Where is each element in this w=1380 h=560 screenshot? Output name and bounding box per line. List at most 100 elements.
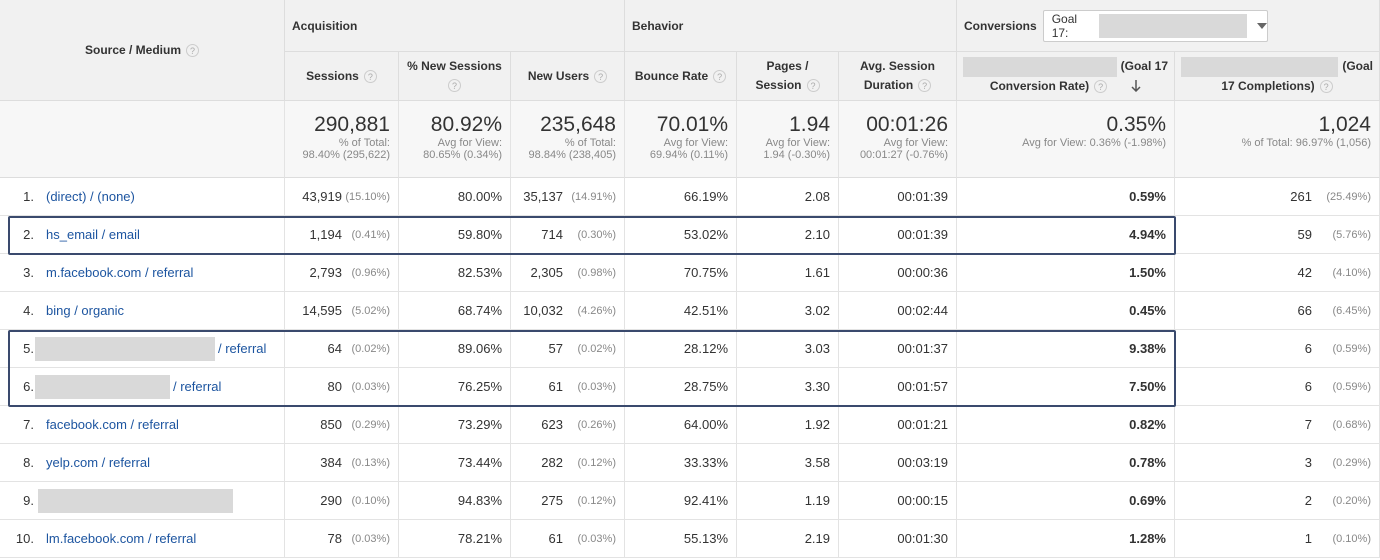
totals-cell: 70.01% Avg for View: 69.94% (0.11%) (625, 101, 737, 178)
data-cell: 1.19 (737, 482, 839, 520)
help-icon: ? (186, 43, 200, 57)
data-cell: 78.21% (399, 520, 511, 558)
data-cell: 623 (0.26%) (511, 406, 625, 444)
total-note: Avg for View: (437, 137, 502, 149)
dropdown-arrow (1256, 22, 1267, 29)
cell-percent: (0.13%) (351, 456, 390, 469)
column-header-line: Pages / (766, 57, 808, 76)
row-index: 4. (23, 303, 34, 318)
help-icon: ? (448, 79, 461, 93)
column-header-text: Pages / (766, 59, 809, 73)
column-header-text: New Users (527, 68, 590, 83)
data-cell: 66 (6.45%) (1175, 292, 1380, 330)
totals-cell: 00:01:26 Avg for View: 00:01:27 (-0.76%) (839, 101, 957, 178)
cell-value: 35,137 (523, 189, 563, 204)
data-cell: 33.33% (625, 444, 737, 482)
goal-select[interactable]: Goal 17: (1042, 9, 1268, 42)
column-header-text: (Goal (1342, 59, 1373, 73)
column-header-text: Duration (863, 78, 914, 92)
data-cell: 73.29% (399, 406, 511, 444)
sort-arrow[interactable] (1131, 80, 1141, 93)
source-cell: 1. (direct) / (none) (0, 178, 285, 216)
cell-value: 1 (1304, 531, 1312, 546)
total-value: 00:01:26 (866, 113, 948, 136)
cell-percent: (0.26%) (577, 418, 616, 431)
source-link[interactable]: (direct) / (none) (46, 189, 135, 204)
data-cell: 00:02:44 (839, 292, 957, 330)
row-index: 2. (23, 227, 34, 242)
data-cell: 59 (5.76%) (1175, 216, 1380, 254)
cell-value: 7 (1304, 417, 1312, 432)
group-header: Behavior (625, 0, 957, 52)
data-cell: 64 (0.02%) (285, 330, 399, 368)
total-value: 0.35% (1106, 113, 1166, 136)
column-header-text: Bounce Rate (634, 68, 709, 83)
data-cell: 1.28% (957, 520, 1175, 558)
help-icon: ? (1319, 79, 1333, 93)
totals-cell: 80.92% Avg for View: 80.65% (0.34%) (399, 101, 511, 178)
data-cell: 70.75% (625, 254, 737, 292)
data-cell: 0.69% (957, 482, 1175, 520)
data-cell: 28.12% (625, 330, 737, 368)
cell-percent: (0.03%) (577, 380, 616, 393)
row-index: 1. (23, 189, 34, 204)
cell-percent: (0.03%) (351, 532, 390, 545)
cell-value: 61 (548, 531, 563, 546)
column-header-line: (Goal (1175, 56, 1379, 77)
redacted (38, 488, 233, 513)
redacted (1098, 13, 1247, 38)
source-link[interactable]: yelp.com / referral (46, 455, 151, 470)
group-label: Acquisition (292, 18, 358, 33)
cell-value: 00:01:30 (897, 531, 948, 546)
cell-percent: (0.98%) (577, 266, 616, 279)
source-link[interactable]: bing / organic (46, 303, 125, 318)
source-link[interactable]: / referral (218, 341, 267, 356)
cell-value: 00:01:39 (897, 189, 948, 204)
cell-percent: (25.49%) (1326, 190, 1371, 203)
row-index: 8. (23, 455, 34, 470)
cell-value: 92.41% (683, 493, 728, 508)
column-header-line: Session? (755, 76, 820, 95)
total-note: 98.40% (295,622) (302, 149, 390, 161)
cell-value: 275 (541, 493, 563, 508)
totals-cell: 1.94 Avg for View: 1.94 (-0.30%) (737, 101, 839, 178)
redacted (35, 374, 170, 399)
data-cell: 00:01:39 (839, 178, 957, 216)
data-cell: 3 (0.29%) (1175, 444, 1380, 482)
data-cell: 14,595 (5.02%) (285, 292, 399, 330)
source-link[interactable]: / referral (173, 379, 222, 394)
cell-value: 82.53% (457, 265, 502, 280)
total-note: 98.84% (238,405) (528, 149, 616, 161)
row-index: 10. (15, 531, 34, 546)
cell-value: 290 (320, 493, 342, 508)
cell-percent: (0.20%) (1332, 494, 1371, 507)
cell-value: 68.74% (457, 303, 502, 318)
data-cell: 66.19% (625, 178, 737, 216)
redacted (963, 56, 1117, 77)
cell-value: 9.38% (1129, 341, 1166, 356)
cell-value: 55.13% (683, 531, 728, 546)
source-link[interactable]: m.facebook.com / referral (46, 265, 194, 280)
column-header-line: Avg. Session (860, 57, 935, 76)
cell-value: 2.08 (804, 189, 830, 204)
data-cell: 73.44% (399, 444, 511, 482)
cell-value: 261 (1290, 189, 1312, 204)
cell-percent: (0.59%) (1332, 380, 1371, 393)
data-cell: 10,032 (4.26%) (511, 292, 625, 330)
total-note: % of Total: 96.97% (1,056) (1241, 137, 1371, 149)
cell-value: 94.83% (457, 493, 502, 508)
source-link[interactable]: lm.facebook.com / referral (46, 531, 197, 546)
data-cell: 0.82% (957, 406, 1175, 444)
column-header-line: Conversion Rate)? (990, 77, 1141, 96)
cell-value: 10,032 (523, 303, 563, 318)
source-link[interactable]: hs_email / email (46, 227, 140, 242)
source-link[interactable]: facebook.com / referral (46, 417, 179, 432)
data-cell: 282 (0.12%) (511, 444, 625, 482)
data-cell: 94.83% (399, 482, 511, 520)
help-icon: ? (1094, 79, 1108, 93)
data-cell: 1 (0.10%) (1175, 520, 1380, 558)
column-header: New Users? (511, 52, 625, 101)
column-header: % New Sessions? (399, 52, 511, 101)
header-label: Source / Medium (84, 43, 182, 57)
